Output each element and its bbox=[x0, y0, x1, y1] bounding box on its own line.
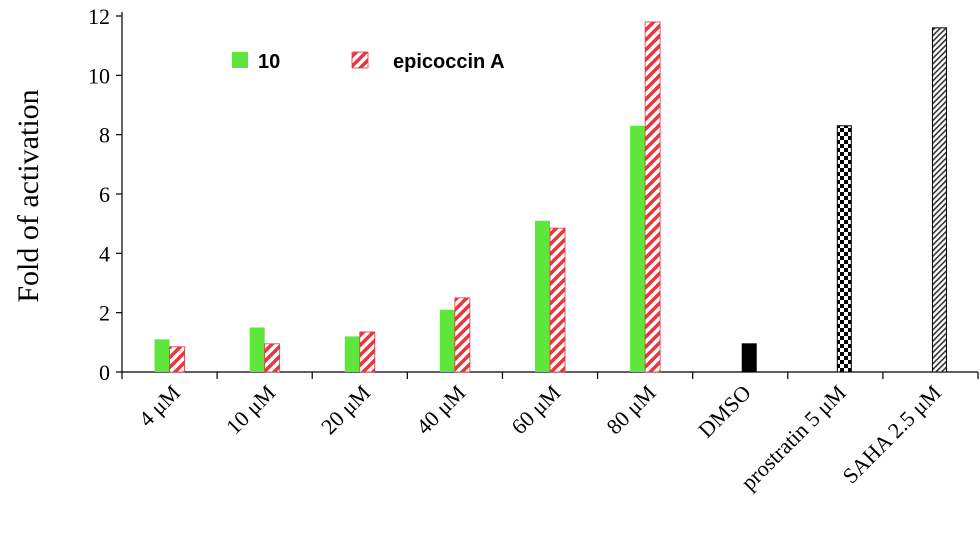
bar-10-80-m bbox=[630, 125, 646, 373]
category-labels: 4 μM 10 μM 20 μM 40 μM 60 μM 80 μM DMSOprostra… bbox=[134, 380, 946, 495]
bar-control-prostratin-5-m bbox=[836, 125, 852, 373]
y-tick-label: 6 bbox=[99, 182, 110, 207]
bar-epicoccin-a-80-m bbox=[644, 21, 661, 373]
x-tick-label-dmso: DMSO bbox=[693, 380, 756, 443]
legend-swatch-series-10 bbox=[232, 52, 248, 68]
bar-epicoccin-a-60-m bbox=[549, 227, 566, 373]
bar-10-60-m bbox=[535, 220, 550, 372]
legend: 10 epicoccin A bbox=[232, 51, 505, 73]
x-tick-label-10-m: 10 μM bbox=[221, 380, 280, 439]
x-tick-label-60-m: 60 μM bbox=[506, 380, 565, 439]
y-tick-label: 0 bbox=[99, 360, 110, 385]
y-axis: 0 2 4 6 8 10 12 bbox=[88, 4, 123, 385]
bar-10-40-m bbox=[439, 309, 455, 372]
x-tick-label-saha-2-5-m: SAHA 2.5 μM bbox=[837, 380, 946, 489]
y-tick-label: 12 bbox=[88, 4, 110, 29]
bar-10-4-m bbox=[154, 339, 170, 372]
y-tick-label: 10 bbox=[88, 63, 110, 88]
y-tick-label: 4 bbox=[99, 241, 110, 266]
bars bbox=[154, 21, 947, 373]
y-axis-label: Fold of activation bbox=[12, 89, 45, 302]
bar-10-20-m bbox=[344, 336, 360, 372]
bar-10-10-m bbox=[249, 327, 265, 372]
bar-epicoccin-a-10-m bbox=[264, 343, 281, 373]
bar-control-dmso bbox=[741, 343, 757, 373]
legend-label-epicoccin-a: epicoccin A bbox=[393, 51, 505, 73]
x-tick-label-4-m: 4 μM bbox=[134, 380, 186, 432]
legend-label-series-10: 10 bbox=[258, 51, 280, 73]
y-tick-label: 8 bbox=[99, 123, 110, 148]
bar-epicoccin-a-4-m bbox=[169, 346, 185, 373]
bar-epicoccin-a-40-m bbox=[454, 297, 471, 373]
x-tick-label-20-m: 20 μM bbox=[316, 380, 375, 439]
x-tick-label-40-m: 40 μM bbox=[411, 380, 470, 439]
x-tick-label-80-m: 80 μM bbox=[601, 380, 660, 439]
bar-epicoccin-a-20-m bbox=[359, 331, 376, 373]
bar-control-saha-2-5-m bbox=[931, 27, 947, 373]
x-axis bbox=[121, 371, 979, 379]
legend-swatch-epicoccin-a bbox=[351, 51, 369, 69]
y-tick-label: 2 bbox=[99, 301, 110, 326]
